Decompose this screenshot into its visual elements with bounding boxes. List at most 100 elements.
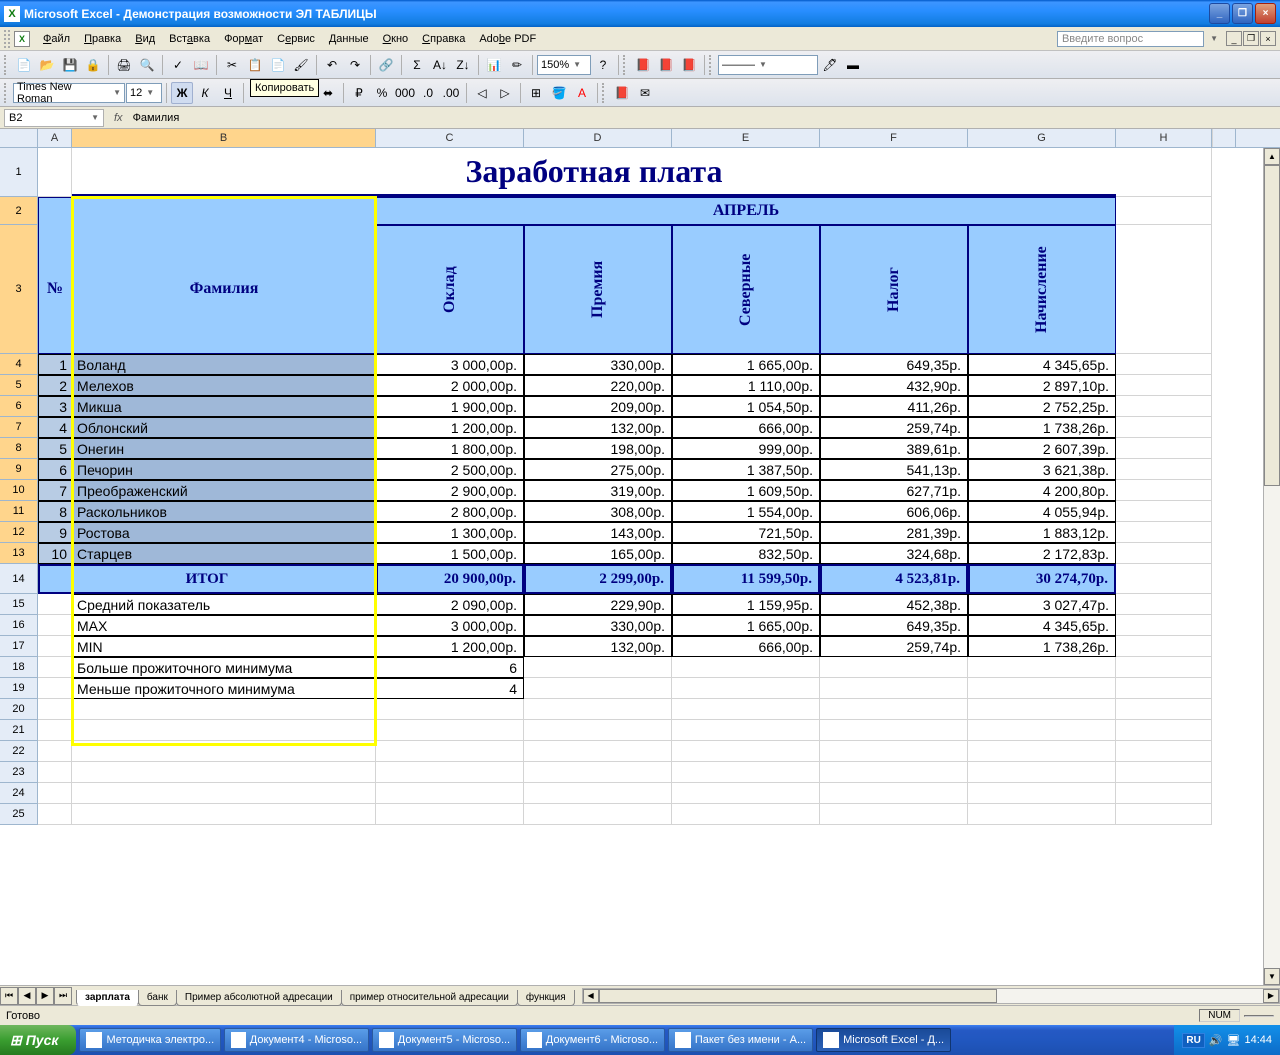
itog-g[interactable]: 30 274,70р. [968, 564, 1116, 594]
row-head-14[interactable]: 14 [0, 564, 38, 594]
cell-name[interactable]: Старцев [72, 543, 376, 564]
excel-doc-icon[interactable]: X [14, 31, 30, 47]
cell-severnye[interactable]: 1 609,50р. [672, 480, 820, 501]
cell-premiya[interactable]: 319,00р. [524, 480, 672, 501]
row-head-12[interactable]: 12 [0, 522, 38, 543]
cell-premiya[interactable]: 143,00р. [524, 522, 672, 543]
row-head-6[interactable]: 6 [0, 396, 38, 417]
select-all-corner[interactable] [0, 129, 38, 147]
row-head-8[interactable]: 8 [0, 438, 38, 459]
copy-button[interactable]: 📋 [244, 54, 266, 76]
itog-c[interactable]: 20 900,00р. [376, 564, 524, 594]
cell-nalog[interactable]: 627,71р. [820, 480, 968, 501]
taskbar-item-0[interactable]: Методичка электро... [79, 1028, 221, 1052]
row-head-15[interactable]: 15 [0, 594, 38, 615]
hscroll-thumb[interactable] [599, 989, 998, 1003]
row-head-25[interactable]: 25 [0, 804, 38, 825]
cell-severnye[interactable]: 1 665,00р. [672, 354, 820, 375]
restore-button[interactable]: ❐ [1232, 3, 1253, 24]
cell-nachislenie[interactable]: 2 897,10р. [968, 375, 1116, 396]
col-head-c[interactable]: C [376, 129, 524, 147]
name-box[interactable]: B2▼ [4, 109, 104, 127]
undo-button[interactable]: ↶ [321, 54, 343, 76]
cell-premiya[interactable]: 308,00р. [524, 501, 672, 522]
cell-oklad[interactable]: 3 000,00р. [376, 354, 524, 375]
cell-severnye[interactable]: 1 554,00р. [672, 501, 820, 522]
ask-dropdown-icon[interactable]: ▼ [1210, 34, 1218, 43]
cell-num[interactable]: 1 [38, 354, 72, 375]
toolbar-handle[interactable] [4, 30, 10, 48]
taskbar-item-2[interactable]: Документ5 - Microso... [372, 1028, 517, 1052]
inc-indent-button[interactable]: ▷ [494, 82, 516, 104]
taskbar-item-3[interactable]: Документ6 - Microso... [520, 1028, 665, 1052]
cell-severnye[interactable]: 721,50р. [672, 522, 820, 543]
hdr-nachislenie[interactable]: Начисление [968, 225, 1116, 354]
cell-nachislenie[interactable]: 4 200,80р. [968, 480, 1116, 501]
menu-format[interactable]: Формат [217, 31, 270, 47]
ask-question-box[interactable]: Введите вопрос [1057, 31, 1204, 47]
zoom-select[interactable]: 150%▼ [537, 55, 591, 75]
cell-oklad[interactable]: 1 300,00р. [376, 522, 524, 543]
cell-num[interactable]: 8 [38, 501, 72, 522]
row-head-18[interactable]: 18 [0, 657, 38, 678]
spellcheck-button[interactable]: ✓ [167, 54, 189, 76]
pdf-email-button[interactable]: ✉ [634, 82, 656, 104]
toolbar-handle[interactable] [602, 83, 608, 103]
open-button[interactable]: 📂 [36, 54, 58, 76]
dec-decimal-button[interactable]: .00 [440, 82, 462, 104]
itog-d[interactable]: 2 299,00р. [524, 564, 672, 594]
cell-nachislenie[interactable]: 4 345,65р. [968, 354, 1116, 375]
research-button[interactable]: 📖 [190, 54, 212, 76]
line-color-button[interactable]: 🖊 [819, 54, 841, 76]
cell-premiya[interactable]: 132,00р. [524, 417, 672, 438]
toolbar-handle[interactable] [623, 55, 629, 75]
scroll-right-button[interactable]: ▶ [1263, 989, 1279, 1003]
paste-button[interactable]: 📄 [267, 54, 289, 76]
pdf-convert-button[interactable]: 📕 [611, 82, 633, 104]
hdr-severnye[interactable]: Северные [672, 225, 820, 354]
row-head-10[interactable]: 10 [0, 480, 38, 501]
close-button[interactable]: × [1255, 3, 1276, 24]
cell-oklad[interactable]: 2 800,00р. [376, 501, 524, 522]
itog-e[interactable]: 11 599,50р. [672, 564, 820, 594]
cell-num[interactable]: 4 [38, 417, 72, 438]
tray-icon[interactable]: 🔊 [1209, 1034, 1223, 1047]
doc-close-button[interactable]: × [1260, 31, 1276, 46]
tray-icon[interactable]: 🖥 [1227, 1034, 1241, 1047]
row-head-2[interactable]: 2 [0, 197, 38, 225]
cut-button[interactable]: ✂ [221, 54, 243, 76]
tab-next-button[interactable]: ▶ [36, 987, 54, 1005]
line-style-select[interactable]: ———▼ [718, 55, 818, 75]
underline-button[interactable]: Ч [217, 82, 239, 104]
fill-button[interactable]: 🪣 [548, 82, 570, 104]
help-button[interactable]: ? [592, 54, 614, 76]
itog-label[interactable]: ИТОГ [38, 564, 376, 594]
cell-name[interactable]: Воланд [72, 354, 376, 375]
cell-num[interactable]: 7 [38, 480, 72, 501]
row-head-19[interactable]: 19 [0, 678, 38, 699]
language-indicator[interactable]: RU [1182, 1033, 1204, 1048]
sheet-tab-3[interactable]: пример относительной адресации [341, 990, 518, 1006]
menu-tools[interactable]: Сервис [270, 31, 322, 47]
cell-nalog[interactable]: 606,06р. [820, 501, 968, 522]
cell-num[interactable]: 2 [38, 375, 72, 396]
cell-nachislenie[interactable]: 2 607,39р. [968, 438, 1116, 459]
col-head-f[interactable]: F [820, 129, 968, 147]
pdf-button[interactable]: 📕 [632, 54, 654, 76]
row-head-5[interactable]: 5 [0, 375, 38, 396]
cell-oklad[interactable]: 2 900,00р. [376, 480, 524, 501]
cell-oklad[interactable]: 1 200,00р. [376, 417, 524, 438]
row-head-22[interactable]: 22 [0, 741, 38, 762]
redo-button[interactable]: ↷ [344, 54, 366, 76]
font-color-button[interactable]: A [571, 82, 593, 104]
cell-nachislenie[interactable]: 1 738,26р. [968, 417, 1116, 438]
cell-nalog[interactable]: 411,26р. [820, 396, 968, 417]
cell-nachislenie[interactable]: 1 883,12р. [968, 522, 1116, 543]
comma-button[interactable]: 000 [394, 82, 416, 104]
clock[interactable]: 14:44 [1244, 1034, 1272, 1046]
dec-indent-button[interactable]: ◁ [471, 82, 493, 104]
col-head-end[interactable] [1212, 129, 1236, 147]
stat-label[interactable]: Средний показатель [72, 594, 376, 615]
scroll-left-button[interactable]: ◀ [583, 989, 599, 1003]
stat-label[interactable]: MAX [72, 615, 376, 636]
